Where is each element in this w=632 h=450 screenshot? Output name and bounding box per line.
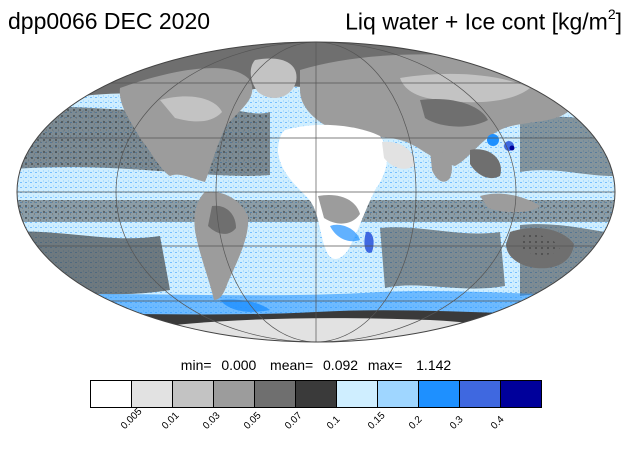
meridian-120	[115, 42, 517, 342]
meridian-60	[215, 42, 417, 342]
unit-exponent: 2	[607, 6, 616, 22]
india	[430, 150, 452, 182]
max-value: 1.142	[416, 357, 452, 373]
greenland	[250, 58, 297, 98]
colorbar-swatch	[255, 381, 296, 407]
maritime-continent	[480, 193, 540, 213]
hotspot-south-atlantic	[330, 224, 360, 242]
hotspot-drake	[220, 299, 270, 312]
australia-texture	[520, 234, 560, 256]
arabia	[382, 141, 415, 169]
run-title: dpp0066 DEC 2020	[8, 8, 211, 34]
colorbar-swatch	[296, 381, 337, 407]
variable-title-close: ]	[615, 8, 622, 35]
min-label: min=	[180, 357, 212, 373]
colorbar-swatch	[173, 381, 214, 407]
north-america	[119, 68, 253, 182]
madagascar-high	[364, 231, 374, 253]
colorbar-swatch	[460, 381, 501, 407]
colorbar-swatch	[337, 381, 378, 407]
colorbar-swatch	[214, 381, 255, 407]
variable-title-text: Liq water + Ice cont [kg/m	[345, 8, 608, 35]
graticule	[17, 42, 615, 342]
field-statistics: min= 0.000 mean= 0.092 max= 1.142	[0, 357, 632, 373]
colorbar-swatch	[378, 381, 419, 407]
globe-outline	[16, 41, 616, 343]
max-label: max=	[367, 357, 403, 373]
south-pacific-dry	[17, 231, 170, 296]
min-value: 0.000	[221, 357, 257, 373]
central-africa	[318, 194, 360, 224]
central-asia	[420, 98, 488, 127]
mean-value: 0.092	[323, 357, 359, 373]
indian-ocean-dry	[380, 227, 505, 289]
colorbar-swatch	[501, 381, 541, 407]
canada-interior	[160, 96, 222, 122]
amazon-basin	[208, 205, 236, 234]
hotspot-west-pacific-max	[509, 145, 515, 151]
colorbar-swatch	[419, 381, 460, 407]
north-pacific-track	[520, 116, 615, 176]
colorbar	[90, 380, 542, 408]
variable-title: Liq water + Ice cont [kg/m2]	[345, 6, 622, 36]
antarctica-land	[100, 318, 520, 342]
hotspot-japan	[487, 134, 499, 146]
southeast-asia	[470, 149, 501, 179]
siberia	[400, 73, 530, 103]
colorbar-swatch	[91, 381, 132, 407]
colorbar-swatch	[132, 381, 173, 407]
mean-label: mean=	[270, 357, 314, 373]
